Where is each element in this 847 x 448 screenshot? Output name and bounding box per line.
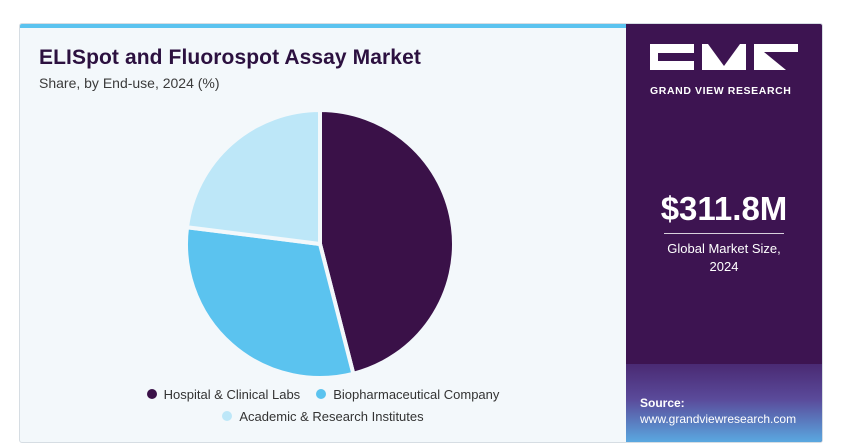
chart-panel: ELISpot and Fluorospot Assay Market Shar… (20, 28, 626, 442)
divider (664, 233, 784, 234)
source-band: Source: www.grandviewresearch.com (626, 364, 822, 442)
legend-label: Hospital & Clinical Labs (163, 386, 301, 402)
legend-item-biopharma: Biopharmaceutical Company (316, 387, 499, 402)
source-label: Source: (640, 396, 685, 410)
legend-item-academic: Academic & Research Institutes (222, 408, 424, 424)
legend-swatch (146, 389, 157, 399)
market-label-line1: Global Market Size, (667, 241, 781, 256)
legend-label: Biopharmaceutical Company (333, 386, 500, 402)
chart-title: ELISpot and Fluorospot Assay Market (39, 46, 421, 69)
chart-card: ELISpot and Fluorospot Assay Market Shar… (19, 23, 823, 443)
pie-slice-biopharma (184, 225, 356, 380)
pie-chart (184, 108, 456, 380)
chart-subtitle: Share, by End-use, 2024 (%) (39, 75, 220, 91)
legend-item-hospital: Hospital & Clinical Labs (146, 386, 301, 402)
legend-swatch (316, 389, 327, 399)
legend-row: Hospital & Clinical Labs Biopharmaceutic… (20, 384, 626, 404)
market-label-line2: 2024 (709, 259, 739, 274)
legend-swatch (222, 411, 233, 421)
legend-label: Academic & Research Institutes (239, 408, 424, 424)
logo-mark-icon (650, 44, 798, 70)
pie-slice-academic (185, 108, 322, 246)
accent-bar (20, 24, 626, 28)
brand-name: GRAND VIEW RESEARCH (650, 85, 792, 97)
market-size-label: Global Market Size, 2024 (626, 240, 822, 276)
info-sidebar: GRAND VIEW RESEARCH $311.8M Global Marke… (626, 24, 822, 442)
legend-row: Academic & Research Institutes (20, 406, 626, 426)
source-url: www.grandviewresearch.com (640, 412, 797, 426)
gvr-logo-icon: GRAND VIEW RESEARCH (650, 44, 800, 104)
pie-slice-hospital (318, 108, 456, 376)
chart-legend: Hospital & Clinical Labs Biopharmaceutic… (20, 384, 626, 428)
market-size-value: $311.8M (660, 190, 788, 227)
